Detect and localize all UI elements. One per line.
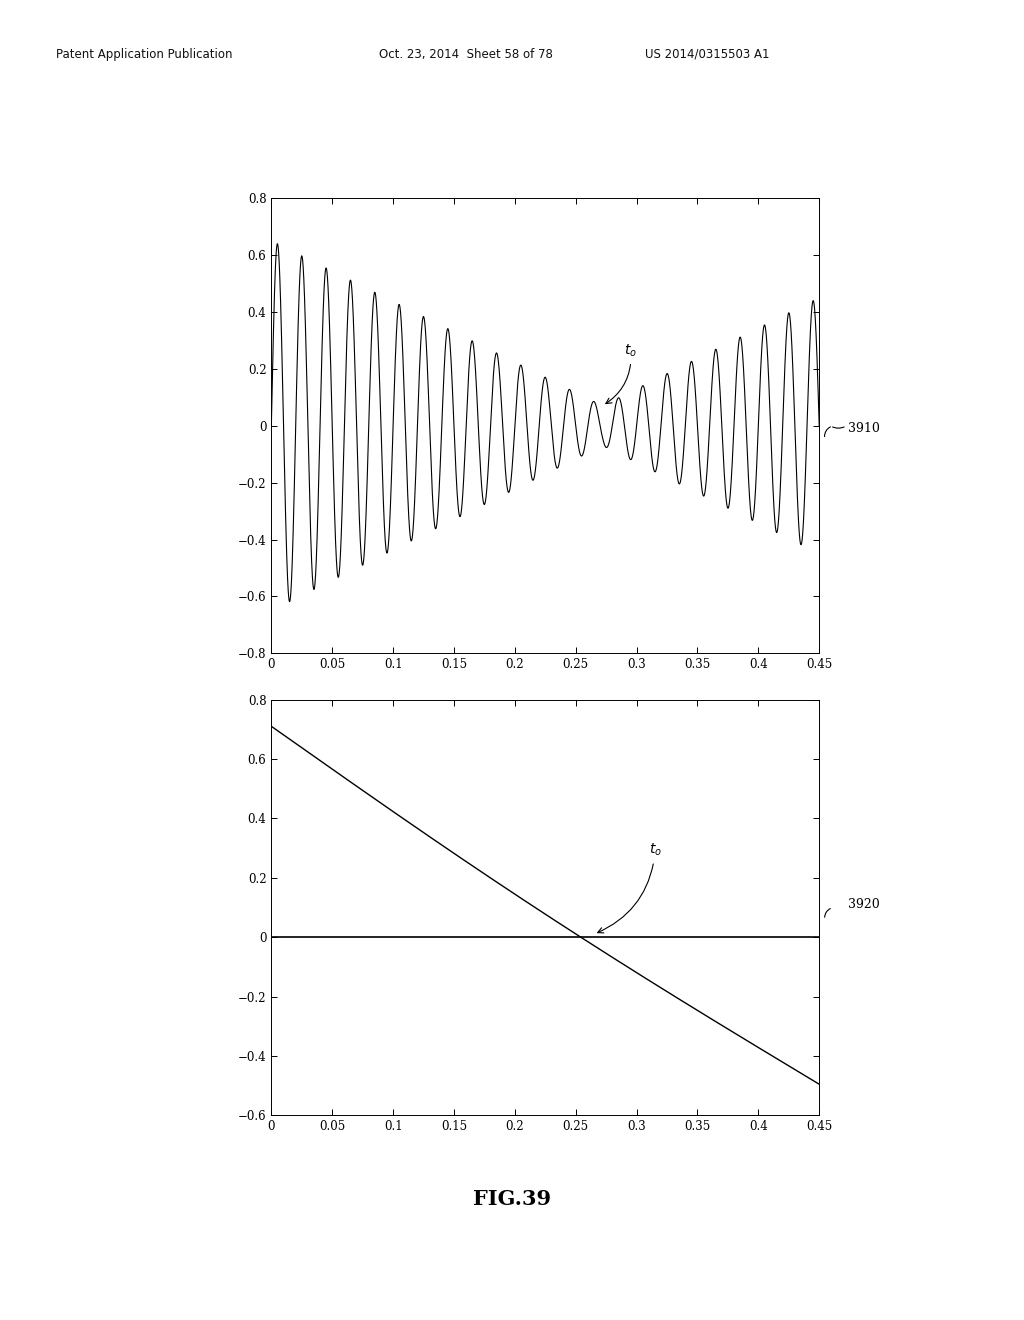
Text: Oct. 23, 2014  Sheet 58 of 78: Oct. 23, 2014 Sheet 58 of 78 xyxy=(379,48,553,61)
Text: Patent Application Publication: Patent Application Publication xyxy=(56,48,232,61)
Text: $t_o$: $t_o$ xyxy=(598,842,662,933)
Text: FIG.39: FIG.39 xyxy=(473,1188,551,1209)
Text: US 2014/0315503 A1: US 2014/0315503 A1 xyxy=(645,48,770,61)
Text: 3920: 3920 xyxy=(848,898,880,911)
Text: $t_o$: $t_o$ xyxy=(606,343,637,404)
Text: 3910: 3910 xyxy=(848,422,880,436)
